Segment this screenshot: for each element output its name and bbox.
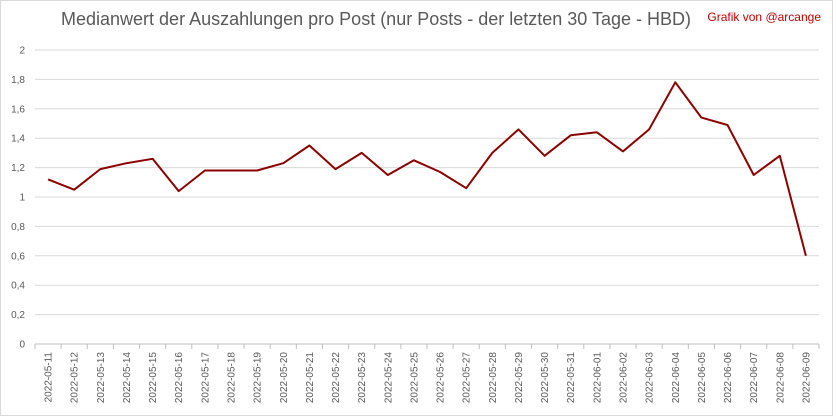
x-tick-label: 2022-06-01 bbox=[592, 352, 603, 404]
x-tick-label: 2022-05-14 bbox=[122, 352, 133, 404]
data-point bbox=[647, 127, 651, 131]
x-tick-label: 2022-05-21 bbox=[305, 352, 316, 404]
data-point bbox=[595, 130, 599, 134]
data-point bbox=[98, 167, 102, 171]
series-line bbox=[47, 81, 807, 257]
x-tick-label: 2022-06-08 bbox=[775, 352, 786, 404]
x-tick-label: 2022-05-20 bbox=[279, 352, 290, 404]
x-tick-label: 2022-05-30 bbox=[540, 352, 551, 404]
y-tick-label: 1,2 bbox=[11, 163, 25, 174]
x-tick-label: 2022-05-27 bbox=[462, 352, 473, 404]
data-point bbox=[621, 149, 625, 153]
y-tick-label: 0,4 bbox=[11, 281, 25, 292]
x-tick-label: 2022-05-16 bbox=[174, 352, 185, 404]
data-point bbox=[151, 157, 155, 161]
x-tick-label: 2022-05-28 bbox=[488, 352, 499, 404]
data-point bbox=[752, 173, 756, 177]
x-tick-label: 2022-06-09 bbox=[801, 352, 812, 404]
data-point bbox=[438, 170, 442, 174]
x-tick-label: 2022-05-17 bbox=[200, 352, 211, 404]
data-point bbox=[334, 167, 338, 171]
data-point bbox=[255, 169, 259, 173]
series-line-group bbox=[46, 80, 808, 258]
data-point bbox=[203, 169, 207, 173]
data-point bbox=[177, 189, 181, 193]
x-tick-label: 2022-06-02 bbox=[619, 352, 630, 404]
chart-title: Medianwert der Auszahlungen pro Post (nu… bbox=[61, 9, 691, 29]
data-point bbox=[778, 154, 782, 158]
x-tick-label: 2022-06-07 bbox=[749, 352, 760, 404]
data-point bbox=[543, 154, 547, 158]
x-tick-label: 2022-05-23 bbox=[357, 352, 368, 404]
y-tick-label: 1,4 bbox=[11, 134, 25, 145]
x-tick-label: 2022-05-18 bbox=[227, 352, 238, 404]
data-point bbox=[490, 151, 494, 155]
x-tick-label: 2022-05-31 bbox=[566, 352, 577, 404]
y-tick-label: 1 bbox=[19, 193, 25, 204]
data-point bbox=[673, 80, 677, 84]
y-tick-label: 1,8 bbox=[11, 75, 25, 86]
data-point bbox=[804, 254, 808, 258]
y-tick-label: 2 bbox=[19, 46, 25, 57]
x-tick-label: 2022-06-03 bbox=[645, 352, 656, 404]
x-tick-label: 2022-05-29 bbox=[514, 352, 525, 404]
x-tick-label: 2022-05-25 bbox=[409, 352, 420, 404]
y-tick-label: 1,6 bbox=[11, 104, 25, 115]
data-point bbox=[516, 127, 520, 131]
data-point bbox=[464, 186, 468, 190]
data-point bbox=[360, 151, 364, 155]
data-point bbox=[229, 169, 233, 173]
data-point bbox=[726, 123, 730, 127]
y-axis-ticks: 0 0,2 0,4 0,6 0,8 1 1,2 1,4 1,6 1,8 2 bbox=[11, 46, 25, 351]
x-axis-ticks: 2022-05-11 2022-05-12 2022-05-13 2022-05-14… bbox=[34, 344, 820, 404]
y-tick-label: 0,6 bbox=[11, 251, 25, 262]
y-tick-label: 0 bbox=[19, 340, 25, 351]
data-point bbox=[699, 116, 703, 120]
x-tick-label: 2022-05-11 bbox=[44, 352, 55, 403]
data-point bbox=[307, 144, 311, 148]
data-point bbox=[569, 133, 573, 137]
x-tick-label: 2022-05-15 bbox=[148, 352, 159, 404]
data-point bbox=[281, 161, 285, 165]
x-tick-label: 2022-05-13 bbox=[96, 352, 107, 404]
x-tick-label: 2022-06-04 bbox=[671, 352, 682, 404]
x-tick-label: 2022-05-26 bbox=[436, 352, 447, 404]
data-point bbox=[46, 177, 50, 181]
y-tick-label: 0,8 bbox=[11, 222, 25, 233]
data-point bbox=[124, 161, 128, 165]
x-tick-label: 2022-05-19 bbox=[253, 352, 264, 404]
y-tick-label: 0,2 bbox=[11, 310, 25, 321]
x-tick-label: 2022-06-06 bbox=[723, 352, 734, 404]
x-tick-label: 2022-05-24 bbox=[383, 352, 394, 404]
x-tick-label: 2022-06-05 bbox=[697, 352, 708, 404]
data-point bbox=[412, 158, 416, 162]
credit-annotation: Grafik von @arcange bbox=[707, 10, 821, 24]
x-tick-label: 2022-05-22 bbox=[331, 352, 342, 404]
data-point bbox=[72, 188, 76, 192]
gridlines bbox=[35, 49, 819, 345]
data-point bbox=[386, 173, 390, 177]
x-tick-label: 2022-05-12 bbox=[70, 352, 81, 404]
